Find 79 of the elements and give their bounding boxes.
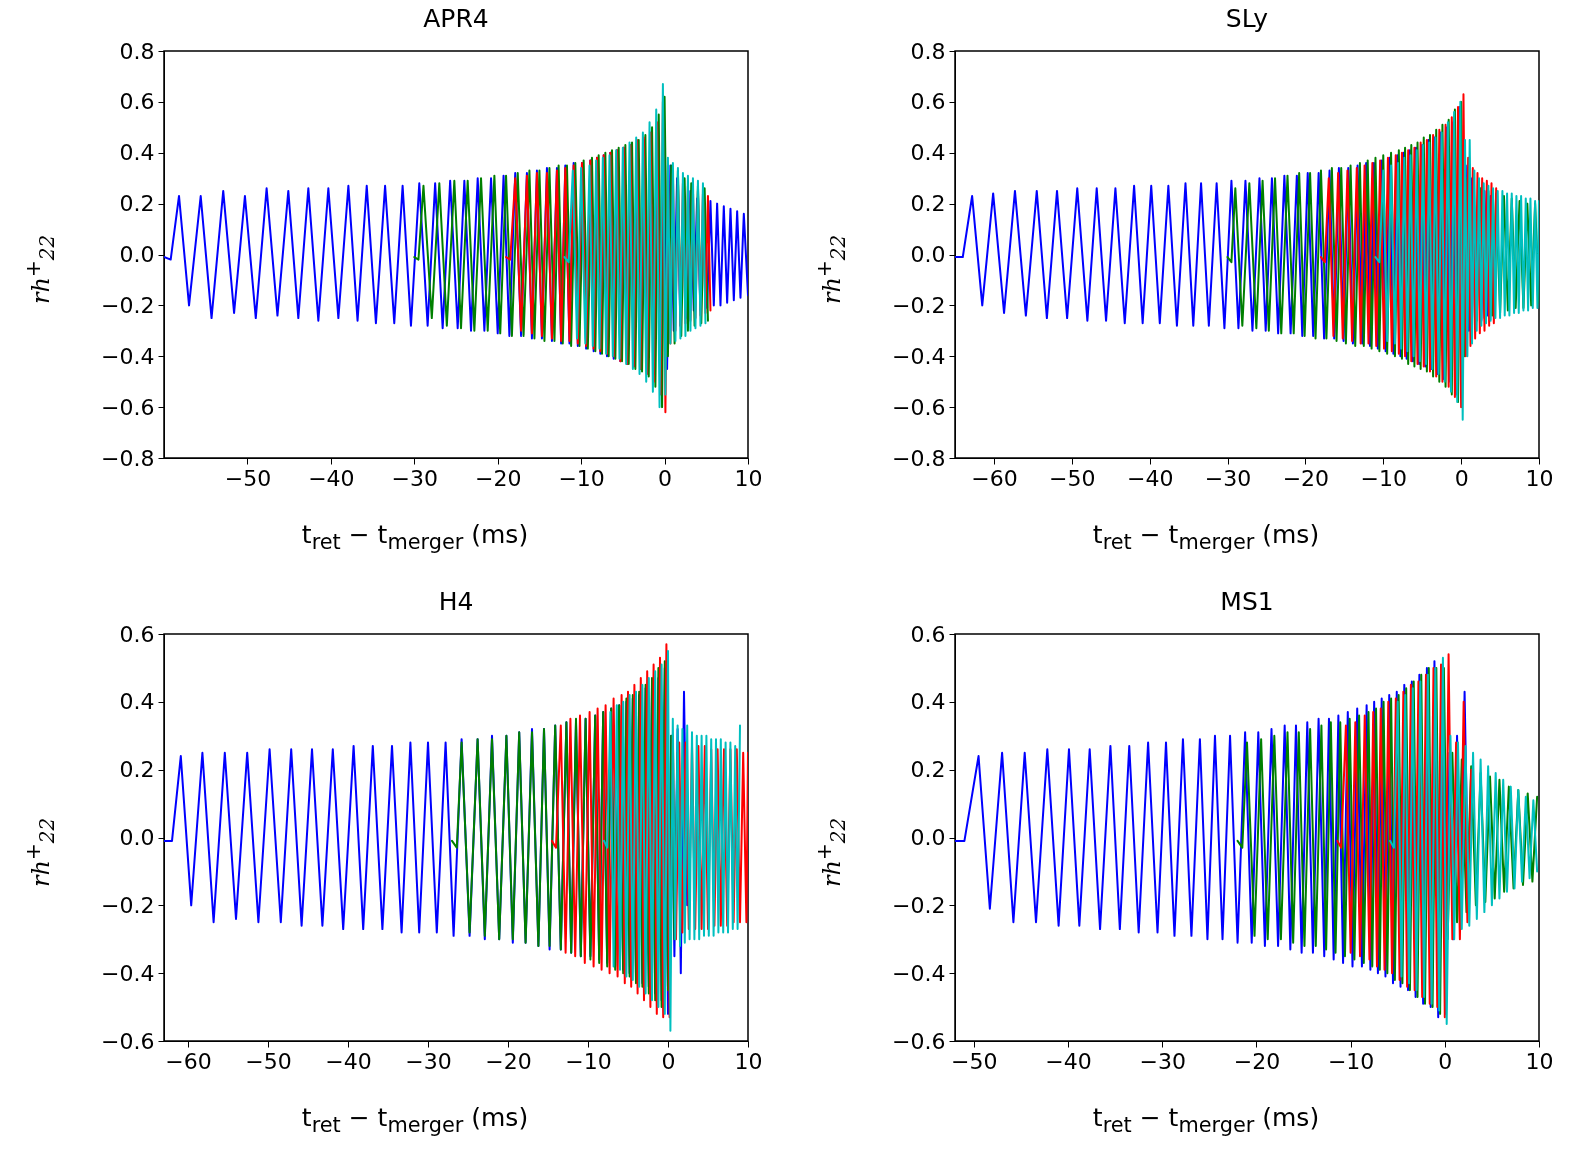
x-tick-label: 0: [661, 1048, 676, 1074]
y-tick-label: 0.0: [910, 825, 946, 850]
y-tick-label: −0.4: [101, 960, 155, 986]
line-series: [551, 643, 748, 1019]
y-tick-label: −0.6: [892, 1028, 946, 1054]
x-tick-label: −40: [308, 465, 355, 491]
y-tick-label: 0.2: [910, 757, 946, 783]
chart-title: SLy: [1225, 4, 1269, 33]
y-tick-label: −0.2: [101, 892, 155, 918]
line-series: [1374, 100, 1539, 421]
x-tick-label: −10: [1360, 465, 1407, 491]
x-tick-label: −30: [1139, 1048, 1186, 1074]
x-tick-label: −40: [1126, 465, 1174, 491]
x-tick-label: −10: [1327, 1048, 1375, 1074]
x-tick-label: −40: [325, 1048, 372, 1074]
chart-title: APR4: [423, 4, 489, 33]
y-tick-label: −0.2: [892, 892, 946, 918]
y-tick-label: 0.4: [910, 689, 946, 715]
x-tick-label: −20: [475, 465, 522, 491]
y-tick-label: −0.6: [101, 394, 155, 420]
x-tick-label: −60: [165, 1048, 212, 1074]
x-tick-label: −30: [405, 1048, 452, 1074]
y-tick-label: 0.6: [910, 89, 946, 115]
y-tick-label: 0.6: [119, 621, 155, 647]
x-tick-label: 10: [1525, 465, 1554, 491]
y-tick-label: −0.6: [101, 1028, 155, 1054]
y-tick-label: 0.0: [910, 242, 946, 267]
x-tick-label: 0: [1438, 1048, 1453, 1074]
x-tick-label: −50: [951, 1048, 998, 1074]
y-tick-label: 0.2: [910, 191, 946, 217]
chart-title: MS1: [1220, 587, 1274, 616]
x-tick-label: −20: [485, 1048, 532, 1074]
y-tick-label: 0.4: [910, 140, 946, 166]
x-tick-label: −50: [1049, 465, 1096, 491]
line-series: [1319, 93, 1498, 409]
x-axis-title: t$_{ret}$ − t$_{merger}$ (ms): [1091, 520, 1321, 554]
x-tick-label: −50: [224, 465, 272, 491]
y-tick-label: 0.6: [910, 621, 946, 647]
line-series: [563, 83, 707, 409]
y-tick-label: −0.4: [101, 343, 155, 369]
y-tick-label: −0.4: [892, 960, 946, 986]
x-tick-label: −30: [391, 465, 438, 491]
y-tick-label: −0.2: [892, 292, 946, 318]
y-tick-label: 0.8: [119, 38, 155, 64]
x-axis-title: t$_{ret}$ − t$_{merger}$ (ms): [300, 1103, 530, 1137]
x-tick-label: −20: [1282, 465, 1330, 491]
line-series: [603, 649, 741, 1032]
x-tick-label: 0: [1454, 465, 1469, 491]
x-tick-label: −40: [1045, 1048, 1092, 1074]
y-tick-label: 0.0: [119, 825, 155, 850]
line-series: [1389, 656, 1539, 1026]
y-tick-label: 0.4: [119, 689, 155, 715]
y-tick-label: −0.8: [892, 445, 946, 471]
x-tick-label: 10: [734, 465, 763, 491]
x-tick-label: 10: [734, 1048, 763, 1074]
line-series: [413, 95, 709, 409]
x-axis-title: t$_{ret}$ − t$_{merger}$ (ms): [300, 520, 530, 554]
y-tick-label: 0.6: [119, 89, 155, 115]
line-series: [1336, 653, 1473, 1019]
y-tick-label: −0.8: [101, 445, 155, 471]
y-tick-label: −0.6: [892, 394, 946, 420]
y-tick-label: 0.8: [910, 38, 946, 64]
y-tick-label: −0.4: [892, 343, 946, 369]
y-tick-label: 0.2: [119, 757, 155, 783]
y-tick-label: −0.2: [101, 292, 155, 318]
x-tick-label: 0: [658, 465, 673, 491]
x-tick-label: −60: [971, 465, 1018, 491]
x-tick-label: −50: [245, 1048, 292, 1074]
x-axis-title: t$_{ret}$ − t$_{merger}$ (ms): [1091, 1103, 1321, 1137]
y-tick-label: 0.0: [119, 242, 155, 267]
x-tick-label: −30: [1204, 465, 1252, 491]
x-tick-label: −10: [565, 1048, 612, 1074]
x-tick-label: −10: [558, 465, 605, 491]
y-tick-label: 0.4: [119, 140, 155, 166]
line-series: [1236, 666, 1539, 1015]
x-tick-label: −20: [1233, 1048, 1281, 1074]
y-tick-label: 0.2: [119, 191, 155, 217]
x-tick-label: 10: [1525, 1048, 1554, 1074]
chart-title: H4: [438, 587, 474, 616]
